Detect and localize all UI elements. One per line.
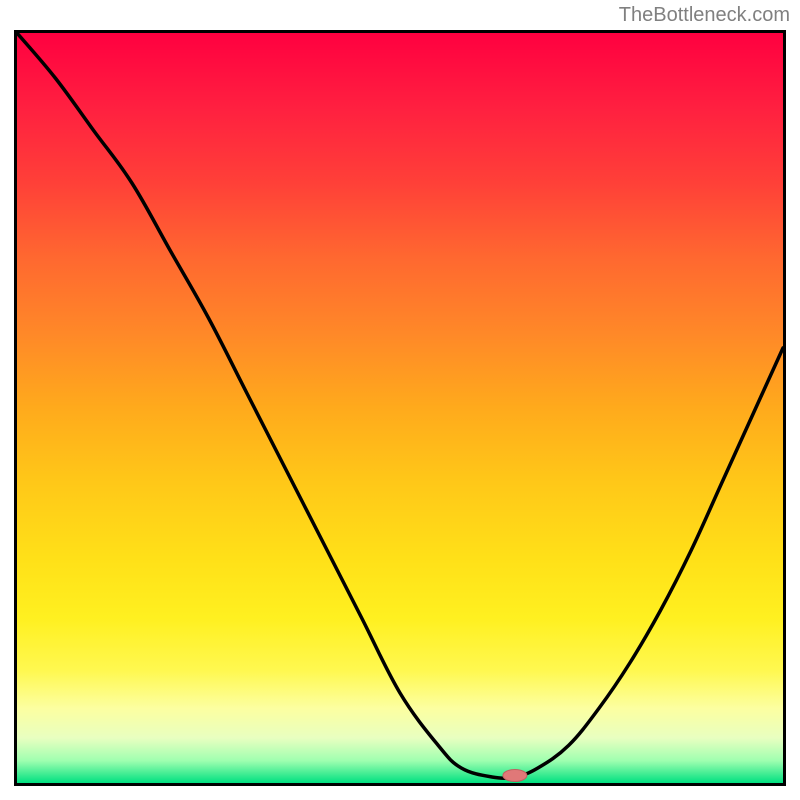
watermark-text: TheBottleneck.com [619, 4, 790, 27]
bottleneck-chart [14, 30, 786, 786]
optimal-point-marker [503, 770, 527, 782]
chart-svg [14, 30, 786, 786]
